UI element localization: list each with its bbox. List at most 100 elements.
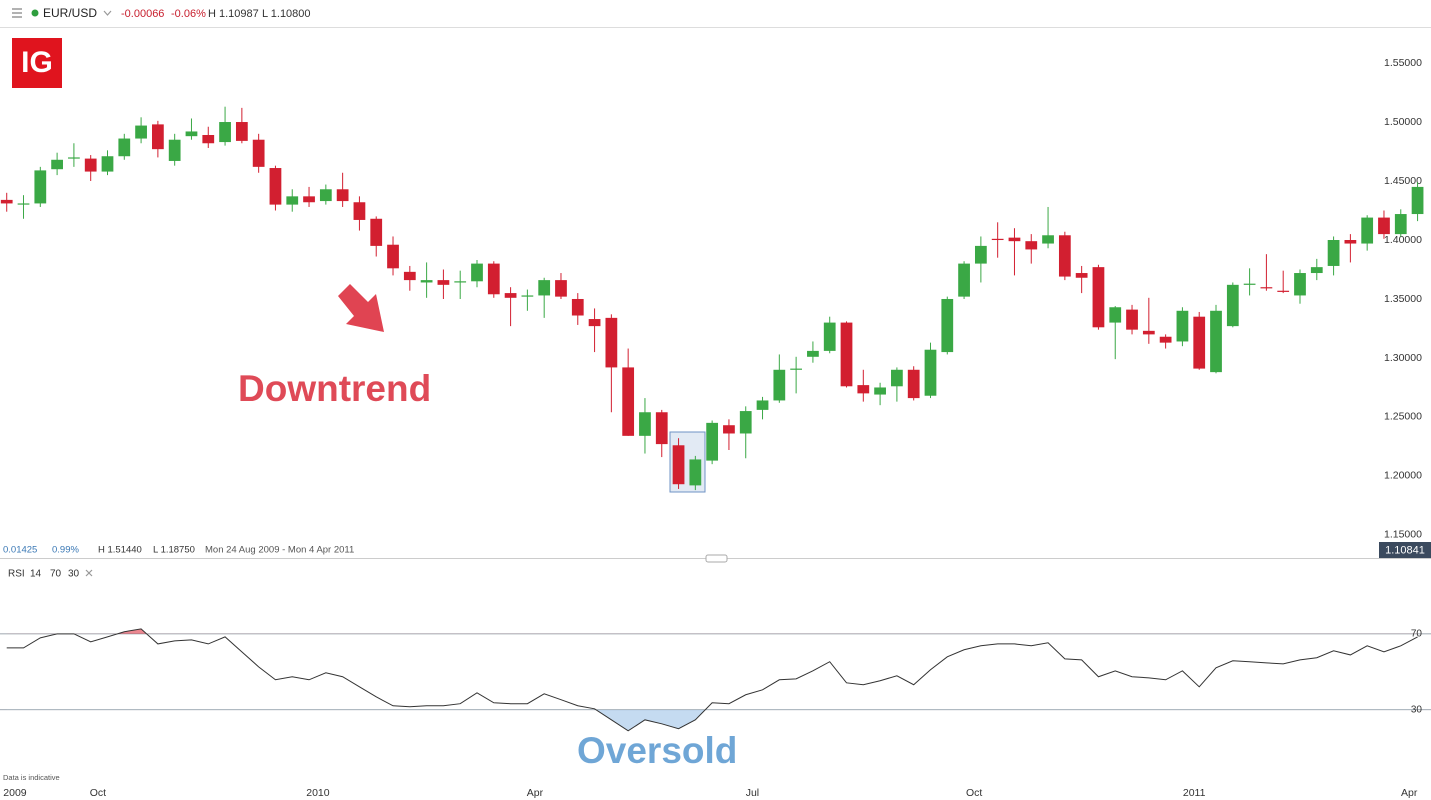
candle-body <box>487 263 500 295</box>
y-tick-label: 1.50000 <box>1384 116 1422 128</box>
candle-body <box>1327 240 1340 266</box>
candle-body <box>974 245 987 264</box>
logo-box <box>12 38 62 88</box>
candle-body <box>521 295 534 297</box>
candle-body <box>907 369 920 399</box>
candle-body <box>739 411 752 434</box>
status-dot <box>31 9 39 17</box>
candle-body <box>1008 237 1021 242</box>
candle-body <box>1294 273 1306 296</box>
candle-body <box>773 369 786 401</box>
downtrend-label: Downtrend <box>238 368 431 409</box>
x-tick-label: Jul <box>746 787 759 799</box>
candle-body <box>353 202 366 220</box>
candle-body <box>286 196 299 205</box>
overbought-area <box>117 628 147 634</box>
day-high: H 1.10987 <box>208 8 259 20</box>
x-tick-label: Apr <box>1401 787 1418 799</box>
candle-body <box>571 298 584 316</box>
menu-icon[interactable] <box>12 8 22 18</box>
y-tick-label: 1.40000 <box>1384 234 1422 246</box>
candle-body <box>1058 235 1071 277</box>
candle-body <box>807 350 819 357</box>
current-price: 1.10841 <box>1385 544 1425 556</box>
candle-body <box>605 317 618 368</box>
candle-body <box>1092 267 1105 328</box>
y-tick-label: 1.15000 <box>1384 529 1422 541</box>
candle-body <box>1378 217 1390 235</box>
candle-body <box>622 367 635 436</box>
candle-body <box>84 158 97 172</box>
candle-body <box>555 280 567 297</box>
change-pct: -0.06% <box>171 8 206 20</box>
candle-body <box>1126 309 1138 330</box>
candle-body <box>1042 235 1054 244</box>
candle-body <box>17 203 30 205</box>
candle-body <box>185 131 198 137</box>
candle-body <box>706 422 719 461</box>
symbol[interactable]: EUR/USD <box>43 6 97 20</box>
candle-body <box>34 170 47 204</box>
candle-body <box>689 459 702 486</box>
y-tick-label: 1.55000 <box>1384 57 1422 69</box>
candle-body <box>823 322 836 351</box>
candle-body <box>639 412 651 436</box>
candle-body <box>1394 214 1407 235</box>
rsi-title: RSI <box>8 569 25 580</box>
dropdown-icon[interactable] <box>103 10 112 16</box>
close-icon[interactable] <box>85 569 93 577</box>
candle-body <box>252 139 265 167</box>
candle-body <box>538 280 551 296</box>
candle-body <box>336 189 349 202</box>
rsi-upper: 70 <box>50 569 62 580</box>
candle-body <box>1361 217 1374 244</box>
x-tick-label: Oct <box>966 787 982 799</box>
candle-body <box>840 322 853 387</box>
y-tick-label: 30 <box>1411 704 1423 715</box>
candle-body <box>790 368 802 370</box>
y-tick-label: 1.25000 <box>1384 411 1422 423</box>
candle-body <box>471 263 483 282</box>
candle-body <box>202 135 215 144</box>
candle-body <box>924 349 937 396</box>
candle-body <box>655 412 668 445</box>
rsi-line <box>6 628 1418 732</box>
candle-body <box>991 238 1004 241</box>
candle-body <box>1109 307 1122 323</box>
candle-body <box>370 218 383 246</box>
x-tick-label: 2011 <box>1183 787 1206 799</box>
x-tick-label: Apr <box>527 787 544 799</box>
y-tick-label: 70 <box>1411 628 1423 639</box>
candle-body <box>269 168 282 205</box>
candle-body <box>403 271 416 281</box>
rsi-period: 14 <box>30 569 42 580</box>
range-pct: 0.99% <box>52 545 79 556</box>
candle-body <box>504 293 517 298</box>
candle-body <box>118 138 131 157</box>
x-tick-label: Oct <box>90 787 106 799</box>
period-high: H 1.51440 <box>98 545 142 556</box>
note: Data is indicative <box>3 773 60 782</box>
x-tick-label: 2010 <box>306 787 330 799</box>
period-low: L 1.18750 <box>153 545 195 556</box>
rsi-lower: 30 <box>68 569 80 580</box>
candle-body <box>723 425 735 434</box>
candle-body <box>1277 290 1290 292</box>
price-tag <box>1379 542 1431 558</box>
period: Mon 24 Aug 2009 - Mon 4 Apr 2011 <box>205 545 354 556</box>
candle-body <box>135 125 147 139</box>
oversold-area <box>596 709 706 731</box>
candle-body <box>0 199 13 204</box>
change: -0.00066 <box>121 8 164 20</box>
day-low: L 1.10800 <box>262 8 311 20</box>
resize-handle[interactable] <box>705 554 728 563</box>
candle-body <box>1193 316 1206 369</box>
candle-body <box>1226 284 1239 327</box>
candle-body <box>1310 267 1323 274</box>
y-tick-label: 1.35000 <box>1384 293 1422 305</box>
candle-body <box>1210 310 1222 373</box>
candle-body <box>303 196 315 203</box>
candle-body <box>152 124 164 150</box>
candle-body <box>1176 310 1189 342</box>
